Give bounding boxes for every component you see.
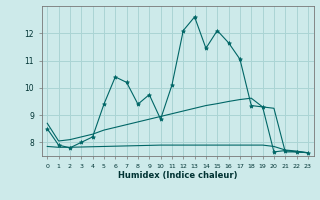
X-axis label: Humidex (Indice chaleur): Humidex (Indice chaleur) <box>118 171 237 180</box>
